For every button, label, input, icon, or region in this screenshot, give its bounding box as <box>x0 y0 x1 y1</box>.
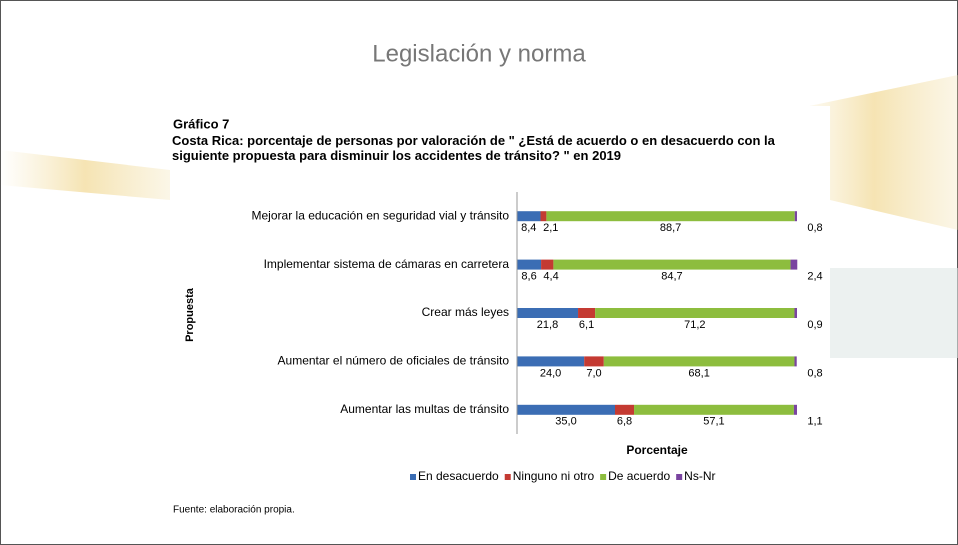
legend-swatch <box>600 474 607 480</box>
legend-label: De acuerdo <box>608 469 670 483</box>
legend-label: En desacuerdo <box>418 469 499 483</box>
legend-swatch <box>676 474 683 480</box>
decoration <box>0 150 170 200</box>
value-label: 1,1 <box>807 416 822 428</box>
value-label: 7,0 <box>586 367 601 379</box>
value-label: 71,2 <box>684 319 705 331</box>
bar-segment <box>794 211 797 222</box>
slide-title: Legislación y norma <box>372 40 586 67</box>
value-label: 84,7 <box>661 271 682 283</box>
bar-segment <box>517 259 542 270</box>
value-label: 4,4 <box>543 271 558 283</box>
bar-segment <box>595 308 795 318</box>
value-label: 6,8 <box>617 416 632 428</box>
bar-segment <box>794 308 797 318</box>
value-label: 35,0 <box>555 416 576 428</box>
value-label: 0,8 <box>807 222 822 234</box>
legend-label: Ns-Nr <box>684 469 715 483</box>
bar-segment <box>540 211 547 222</box>
bar-segment <box>615 404 635 415</box>
legend-swatch <box>504 474 511 480</box>
category-label: Aumentar las multas de tránsito <box>340 402 509 416</box>
bar-segment <box>517 404 615 415</box>
bar-segment <box>794 356 797 367</box>
bar-segment <box>517 211 541 222</box>
decoration <box>790 75 958 230</box>
bar-segment <box>517 308 579 318</box>
bar-segment <box>546 211 795 222</box>
value-label: 88,7 <box>660 222 681 234</box>
chart-subtitle-box: Costa Rica: porcentaje de personas por v… <box>172 133 775 163</box>
value-label: 21,8 <box>537 319 558 331</box>
value-label: 8,4 <box>521 222 536 234</box>
value-label: 68,1 <box>688 367 709 379</box>
category-label: Crear más leyes <box>422 305 509 319</box>
category-label: Mejorar la educación en seguridad vial y… <box>252 208 510 222</box>
source: Fuente: elaboración propia. <box>173 505 295 516</box>
bar-segment <box>517 356 585 367</box>
legend: En desacuerdo Ninguno ni otro De acuerdo Ns… <box>410 469 716 483</box>
plot: Mejorar la educación en seguridad vial y… <box>252 192 823 434</box>
bar-segment <box>603 356 795 367</box>
category-label: Aumentar el número de oficiales de tráns… <box>278 354 510 368</box>
bar-segment <box>553 259 791 270</box>
bar-segment <box>578 308 596 318</box>
value-label: 8,6 <box>521 271 536 283</box>
chart-title: Gráfico 7 <box>173 116 229 131</box>
value-label: 57,1 <box>703 416 724 428</box>
decoration <box>830 268 958 358</box>
category-label: Implementar sistema de cámaras en carret… <box>264 257 510 271</box>
bar-segment <box>634 404 794 415</box>
y-axis-label: Propuesta <box>184 287 196 342</box>
value-label: 0,8 <box>807 367 822 379</box>
value-label: 2,4 <box>807 271 822 283</box>
bar-segment <box>584 356 604 367</box>
bar-segment <box>790 259 798 270</box>
legend-label: Ninguno ni otro <box>513 469 595 483</box>
legend-swatch <box>410 474 416 480</box>
chart-subtitle: Costa Rica: porcentaje de personas por v… <box>172 133 775 163</box>
value-label: 0,9 <box>807 319 822 331</box>
bar-segment <box>793 404 797 415</box>
value-label: 6,1 <box>579 319 594 331</box>
value-label: 2,1 <box>543 222 558 234</box>
bar-segment <box>541 259 554 270</box>
value-label: 24,0 <box>540 367 561 379</box>
x-axis-label: Porcentaje <box>626 443 688 457</box>
